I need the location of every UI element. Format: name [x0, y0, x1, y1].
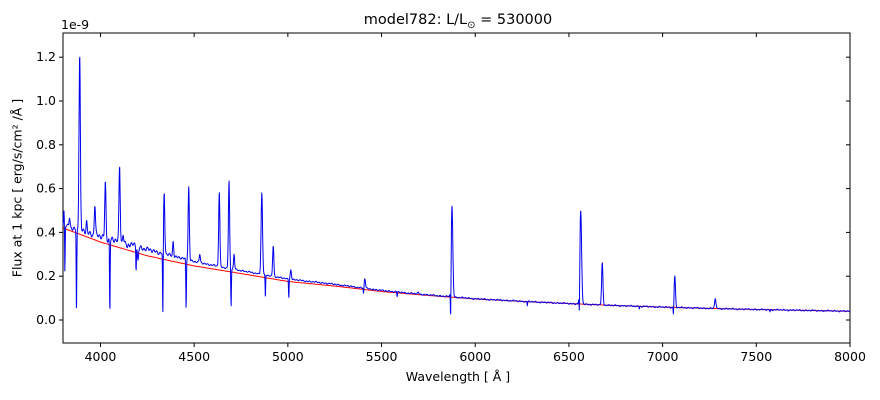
svg-text:0.2: 0.2 — [36, 268, 56, 283]
svg-text:7500: 7500 — [740, 349, 772, 364]
svg-text:0.0: 0.0 — [36, 312, 56, 327]
x-axis-label: Wavelength [ Å ] — [405, 369, 511, 384]
y-axis-tick-labels: 0.0 0.2 0.4 0.6 0.8 1.0 1.2 — [36, 49, 56, 327]
svg-text:8000: 8000 — [834, 349, 866, 364]
plot-title-suffix: = 530000 — [475, 12, 553, 28]
svg-text:0.4: 0.4 — [36, 224, 56, 239]
sun-symbol: ⊙ — [467, 20, 476, 31]
svg-text:5500: 5500 — [366, 349, 398, 364]
svg-text:4000: 4000 — [85, 349, 117, 364]
svg-text:5000: 5000 — [272, 349, 304, 364]
axes-frame — [62, 32, 851, 344]
svg-text:6500: 6500 — [553, 349, 585, 364]
x-axis-tick-labels: 4000 4500 5000 5500 6000 6500 7000 7500 8000 — [85, 349, 866, 364]
plot-title: model782: L/L⊙ = 530000 — [364, 12, 553, 31]
spectrum-line — [62, 56, 851, 315]
svg-text:1.2: 1.2 — [36, 49, 56, 64]
svg-text:7000: 7000 — [647, 349, 679, 364]
axis-ticks — [59, 33, 851, 347]
plot-title-prefix: model782: L/L — [363, 12, 468, 28]
svg-text:4500: 4500 — [178, 349, 210, 364]
continuum-line — [62, 227, 850, 312]
svg-text:6000: 6000 — [459, 349, 491, 364]
y-axis-offset-label: 1e-9 — [61, 17, 90, 32]
svg-text:1.0: 1.0 — [36, 93, 56, 108]
svg-text:0.6: 0.6 — [36, 181, 56, 196]
svg-text:0.8: 0.8 — [36, 137, 56, 152]
